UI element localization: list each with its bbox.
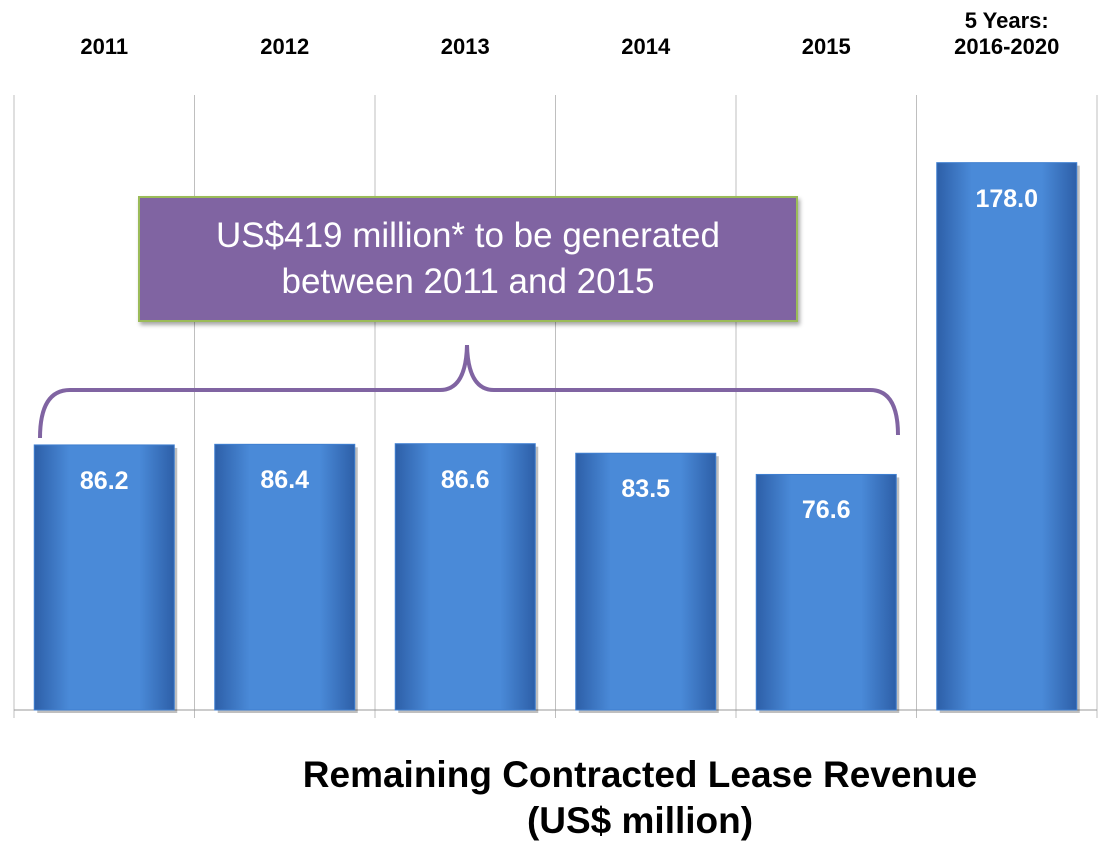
annotation: US$419 million* to be generated between … — [138, 196, 798, 322]
bar — [214, 443, 356, 711]
bar — [394, 443, 536, 711]
bar — [936, 162, 1078, 711]
x-tick-label: 2015 — [801, 34, 851, 59]
chart-title: Remaining Contracted Lease Revenue (US$ … — [302, 754, 978, 841]
value-label: 76.6 — [801, 496, 851, 525]
x-tick-label: 2011 — [80, 34, 129, 59]
value-label: 178.0 — [975, 184, 1039, 213]
x-tick-label: 5 Years: 2016-2020 — [954, 8, 1060, 59]
x-tick-label: 2012 — [260, 34, 310, 59]
value-label: 86.4 — [260, 466, 310, 495]
bar — [33, 444, 175, 711]
brace — [38, 344, 900, 439]
x-tick-label: 2014 — [621, 34, 671, 59]
x-tick-label: 2013 — [440, 34, 490, 59]
value-label: 86.2 — [79, 466, 129, 495]
bar — [755, 473, 897, 711]
bar — [575, 452, 717, 711]
value-label: 83.5 — [621, 475, 671, 504]
value-label: 86.6 — [440, 465, 490, 494]
